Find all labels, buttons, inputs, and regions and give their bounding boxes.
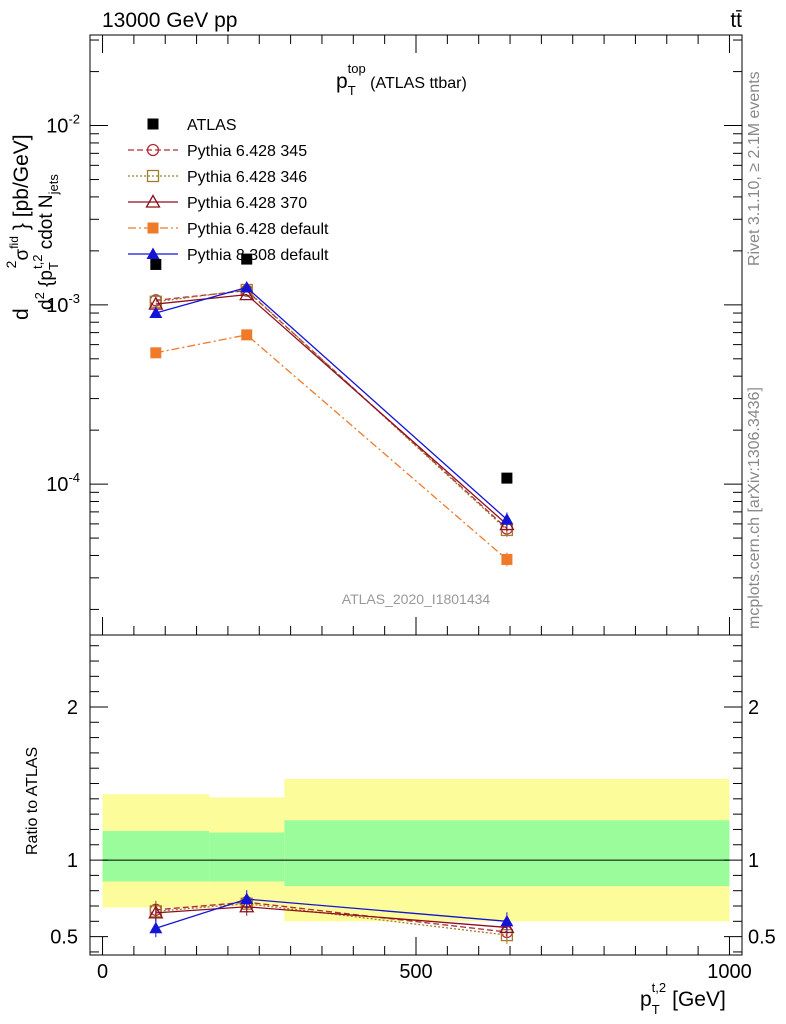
legend-label-p346: Pythia 6.428 346 — [187, 169, 307, 186]
y-axis-label: d2σfid} [pb/GeV] d2 {pTt,2 cdot Njets — [3, 134, 61, 320]
legend-marker-p370 — [145, 194, 161, 208]
uncertainty-band-inner — [209, 832, 285, 882]
legend-label-ATLAS: ATLAS — [187, 117, 237, 134]
x-axis-label: pTt,2[GeV] — [640, 980, 726, 1017]
analysis-watermark: ATLAS_2020_I1801434 — [342, 591, 491, 607]
ratio-point-p8 — [500, 914, 514, 927]
y-tick-label: 10-4 — [46, 470, 80, 496]
mcplots-label: mcplots.cern.ch [arXiv:1306.3436] — [746, 387, 763, 629]
energy-label: 13000 GeV pp — [102, 9, 237, 32]
process-label: tt̄ — [730, 9, 742, 32]
legend-label-p345: Pythia 6.428 345 — [187, 143, 307, 160]
uncertainty-band-inner — [284, 820, 730, 887]
uncertainty-band-inner — [102, 830, 210, 882]
ratio-point-p8 — [149, 921, 163, 934]
ratio-point-p370 — [148, 905, 164, 919]
legend-marker-p8 — [146, 247, 160, 259]
y-tick-label: 10-3 — [46, 291, 80, 317]
legend-label-pdefault: Pythia 6.428 default — [187, 221, 329, 238]
ratio-tick-label: 0.5 — [50, 927, 78, 949]
ratio-y-axis-label: Ratio to ATLAS — [24, 747, 41, 855]
point-p8 — [500, 512, 514, 525]
svg-text:d2σfid} [pb/GeV]: d2σfid} [pb/GeV] — [3, 134, 33, 320]
y-tick-label: 10-2 — [46, 112, 80, 138]
ratio-tick-label-right: 0.5 — [748, 927, 776, 949]
svg-text:d2 {pTt,2 cdot Njets: d2 {pTt,2 cdot Njets — [30, 174, 61, 310]
ratio-tick-label-right: 1 — [748, 850, 759, 872]
ratio-tick-label: 2 — [67, 697, 78, 719]
series-line-pdefault — [155, 334, 508, 560]
series-line-p345 — [155, 289, 508, 530]
ratio-plot-area: 0.5 0.5 1 1 2 2 0 500 1000 — [50, 634, 776, 983]
ratio-point-p370 — [499, 919, 515, 934]
legend: ATLAS Pythia 6.428 345 Pythia 6.428 346 Pyt… — [128, 117, 329, 264]
ratio-point-p370 — [239, 898, 255, 913]
point-pdefault — [501, 553, 513, 565]
x-tick-label: 0 — [97, 961, 108, 983]
legend-marker-pdefault — [147, 222, 159, 234]
main-plot-area: 10-4 10-3 10-2 — [46, 34, 743, 636]
rivet-version-label: Rivet 3.1.10, ≥ 2.1M events — [746, 71, 763, 266]
legend-marker-ATLAS — [147, 118, 159, 130]
x-tick-label: 1000 — [707, 961, 752, 983]
series-line-p370 — [155, 293, 508, 526]
series-line-p346 — [155, 289, 508, 531]
series-line-p8 — [155, 286, 508, 520]
legend-label-p370: Pythia 6.428 370 — [187, 195, 307, 212]
point-pdefault — [241, 329, 253, 341]
ratio-line-p346 — [155, 903, 507, 936]
legend-marker-p345 — [146, 143, 160, 157]
x-tick-label: 500 — [399, 961, 432, 983]
ratio-point-p8 — [240, 892, 254, 905]
ratio-tick-label: 1 — [67, 850, 78, 872]
legend-label-p8: Pythia 8.308 default — [187, 247, 329, 264]
point-ATLAS — [501, 472, 513, 484]
point-pdefault — [150, 347, 162, 359]
legend-marker-p346 — [146, 169, 160, 183]
point-p8 — [149, 306, 163, 319]
point-ATLAS — [150, 258, 162, 270]
plot-title: pTtop (ATLAS ttbar) — [336, 61, 467, 98]
point-p8 — [240, 280, 254, 293]
point-ATLAS — [241, 253, 253, 265]
ratio-tick-label-right: 2 — [748, 697, 759, 719]
point-p370 — [239, 286, 255, 301]
